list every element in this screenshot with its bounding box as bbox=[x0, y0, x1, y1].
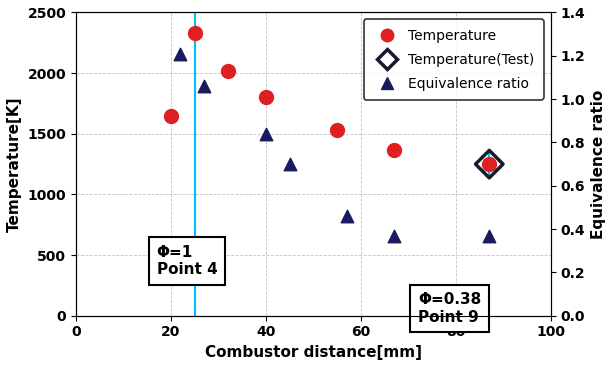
X-axis label: Combustor distance[mm]: Combustor distance[mm] bbox=[205, 345, 422, 360]
Equivalence ratio bbox=[484, 233, 494, 239]
Temperature bbox=[190, 30, 200, 36]
Equivalence ratio bbox=[342, 213, 352, 219]
Equivalence ratio bbox=[389, 233, 399, 239]
Y-axis label: Temperature[K]: Temperature[K] bbox=[7, 97, 22, 232]
Equivalence ratio bbox=[199, 83, 209, 89]
Temperature bbox=[261, 94, 271, 100]
Equivalence ratio bbox=[285, 161, 295, 167]
Temperature bbox=[389, 146, 399, 152]
Temperature bbox=[484, 161, 494, 167]
Equivalence ratio bbox=[175, 51, 185, 57]
Equivalence ratio bbox=[261, 131, 271, 137]
Legend: Temperature, Temperature(Test), Equivalence ratio: Temperature, Temperature(Test), Equivale… bbox=[364, 19, 544, 100]
Temperature bbox=[332, 127, 342, 133]
Temperature bbox=[223, 68, 233, 74]
Point bbox=[484, 161, 494, 167]
Temperature bbox=[166, 113, 176, 119]
Text: Φ=1
Point 4: Φ=1 Point 4 bbox=[157, 245, 218, 277]
Y-axis label: Equivalence ratio: Equivalence ratio bbox=[591, 90, 606, 239]
Text: Φ=0.38
Point 9: Φ=0.38 Point 9 bbox=[418, 292, 481, 325]
